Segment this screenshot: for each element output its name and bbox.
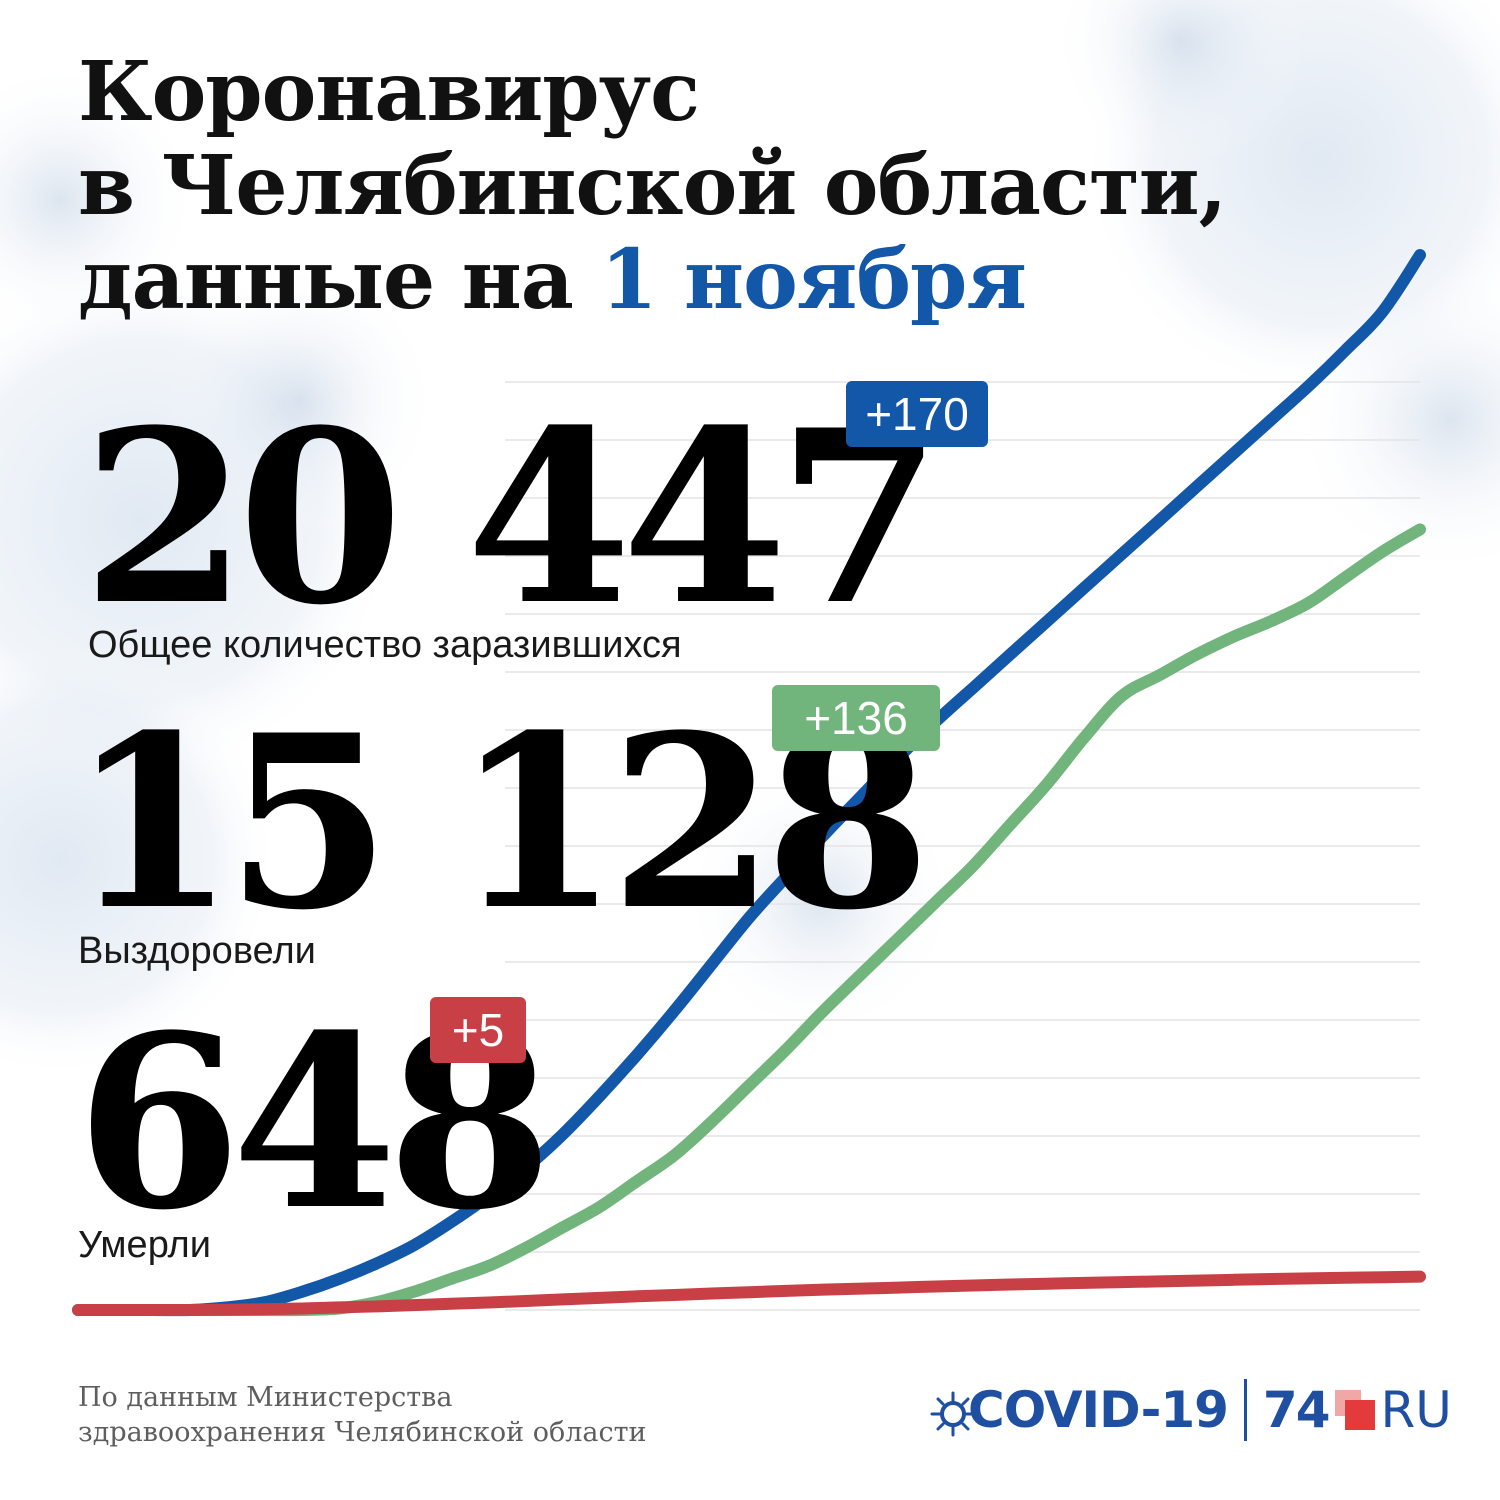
logo-square-icon bbox=[1334, 1390, 1375, 1430]
title-line-2: в Челябинской области, bbox=[78, 138, 1227, 234]
deaths-delta-badge: +5 bbox=[430, 997, 526, 1063]
bg-blob bbox=[0, 60, 200, 340]
brand-logo: COVID-19 74 RU bbox=[930, 1370, 1452, 1450]
recovered-delta-badge: +136 bbox=[772, 685, 940, 751]
logo-divider bbox=[1243, 1379, 1247, 1441]
title-line-1: Коронавирус bbox=[78, 44, 700, 140]
covid-logo: COVID-19 bbox=[930, 1381, 1229, 1439]
series-line-infected bbox=[72, 249, 1426, 1317]
recovered-label: Выздоровели bbox=[78, 930, 316, 972]
virus-icon bbox=[930, 1391, 976, 1436]
infected-total: 20 447 bbox=[82, 379, 943, 658]
source-line-2: здравоохранения Челябинской области bbox=[78, 1417, 647, 1448]
bg-blob bbox=[160, 260, 440, 540]
logo-ru: RU bbox=[1380, 1381, 1452, 1439]
logo-number: 74 bbox=[1262, 1381, 1331, 1439]
page-title: Коронавирус в Челябинской области, данны… bbox=[78, 44, 1227, 328]
bg-blob bbox=[1050, 0, 1310, 170]
infected-label: Общее количество заразившихся bbox=[88, 624, 682, 666]
infected-delta-badge: +170 bbox=[846, 381, 988, 447]
deaths-label: Умерли bbox=[78, 1224, 211, 1266]
chart-lines bbox=[72, 249, 1426, 1317]
bg-blob bbox=[680, 760, 960, 1040]
data-source: По данным Министерства здравоохранения Ч… bbox=[78, 1380, 647, 1450]
source-line-1: По данным Министерства bbox=[78, 1382, 453, 1413]
title-line-3-prefix: данные на bbox=[78, 232, 601, 328]
bg-blob bbox=[0, 640, 280, 1080]
bg-blob bbox=[1290, 260, 1500, 580]
covid-logo-text: COVID-19 bbox=[968, 1381, 1229, 1439]
title-date: 1 ноября bbox=[600, 232, 1027, 328]
series-line-deaths bbox=[72, 1270, 1426, 1316]
